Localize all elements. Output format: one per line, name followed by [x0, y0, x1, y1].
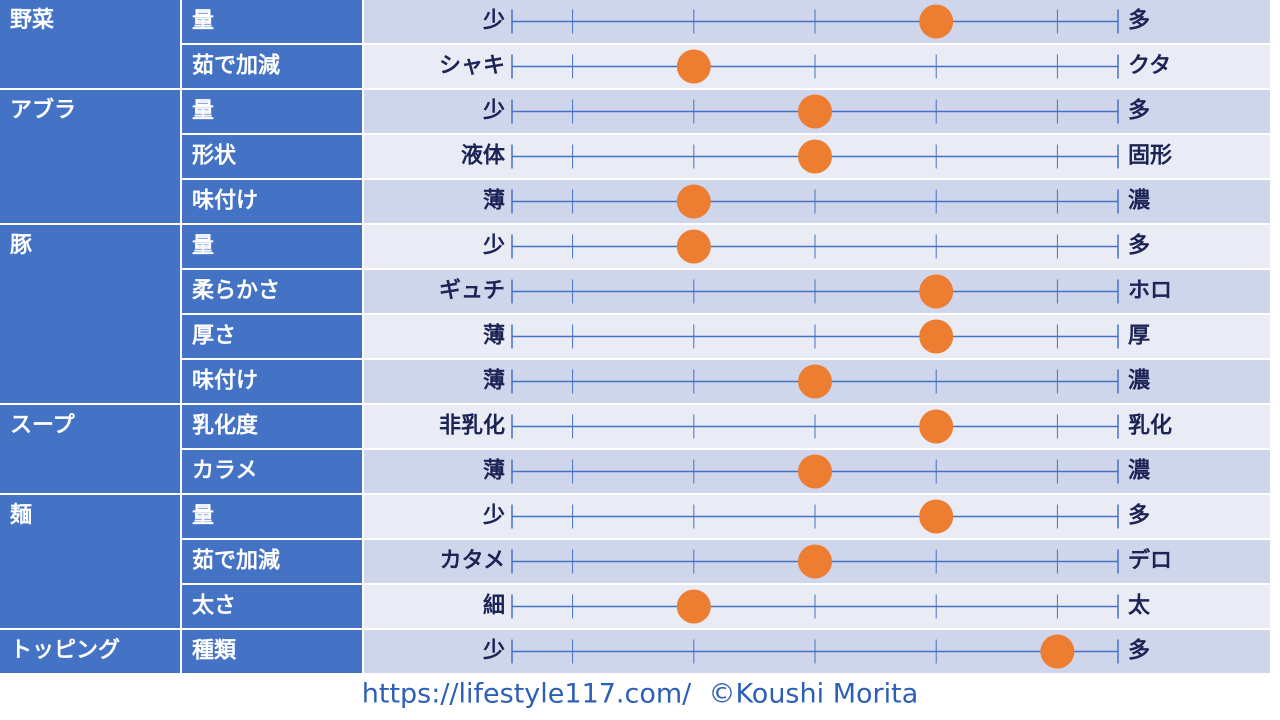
rating-dot — [676, 49, 711, 84]
left-label: 非乳化 — [439, 413, 505, 439]
item-cell — [182, 45, 362, 88]
rating-dot — [919, 319, 954, 354]
right-label: ホロ — [1128, 279, 1172, 304]
group-cell — [0, 630, 180, 673]
rating-dot — [798, 94, 832, 129]
item-cell — [182, 270, 362, 313]
right-label: 多 — [1128, 98, 1150, 124]
item-cell — [182, 630, 362, 673]
group-cell — [0, 405, 180, 493]
rating-dot — [1040, 634, 1075, 669]
item-label: 量 — [192, 99, 214, 124]
right-label: 多 — [1128, 8, 1150, 34]
rating-dot — [919, 4, 954, 39]
left-label: シャキ — [439, 54, 505, 79]
right-label: 濃 — [1128, 459, 1151, 484]
item-label: 味付け — [192, 369, 258, 394]
item-cell — [182, 225, 362, 268]
item-cell — [182, 495, 362, 538]
item-label: 形状 — [192, 144, 237, 169]
group-cell — [0, 0, 180, 88]
group-label: トッピング — [10, 637, 120, 663]
right-label: 濃 — [1128, 189, 1151, 214]
item-label: 乳化度 — [192, 413, 259, 439]
group-label: アブラ — [10, 97, 76, 123]
right-label: 多 — [1128, 233, 1150, 259]
left-label: 薄 — [483, 189, 505, 214]
left-label: 少 — [482, 234, 505, 259]
item-label: 量 — [192, 504, 214, 529]
item-cell — [182, 450, 362, 493]
item-cell — [182, 90, 362, 133]
left-label: 少 — [482, 99, 505, 124]
item-label: 量 — [192, 9, 214, 34]
item-label: カラメ — [192, 459, 257, 484]
item-cell — [182, 315, 362, 358]
item-label: 太さ — [192, 594, 236, 619]
right-label: 多 — [1128, 503, 1150, 529]
right-label: クタ — [1128, 54, 1171, 79]
item-label: 厚さ — [192, 324, 236, 349]
item-label: 茹で加減 — [192, 549, 280, 574]
item-cell — [182, 135, 362, 178]
left-label: 薄 — [483, 324, 505, 349]
item-cell — [182, 0, 362, 43]
left-label: 少 — [482, 9, 505, 34]
item-label: 茹で加減 — [192, 54, 280, 79]
group-label: スープ — [10, 413, 76, 438]
right-label: 多 — [1128, 638, 1150, 664]
item-label: 柔らかさ — [192, 279, 280, 304]
right-label: 固形 — [1128, 144, 1172, 169]
rating-dot — [798, 364, 832, 399]
group-label: 野菜 — [10, 8, 54, 33]
left-label: カタメ — [440, 549, 505, 574]
item-cell — [182, 405, 362, 448]
rating-dot — [798, 454, 832, 489]
group-cell — [0, 495, 180, 628]
right-label: 乳化 — [1128, 413, 1172, 439]
item-cell — [182, 585, 362, 628]
rating-dot — [798, 544, 832, 579]
right-label: デロ — [1128, 548, 1172, 574]
left-label: 薄 — [483, 369, 505, 394]
item-label: 量 — [192, 234, 214, 259]
item-cell — [182, 540, 362, 583]
right-label: 濃 — [1128, 369, 1151, 394]
right-label: 太 — [1128, 594, 1151, 619]
item-label: 種類 — [192, 639, 237, 664]
rating-dot — [919, 499, 954, 534]
rating-dot — [919, 409, 954, 444]
rating-dot — [676, 184, 711, 219]
left-label: 細 — [483, 593, 505, 619]
left-label: 液体 — [461, 143, 506, 169]
group-cell — [0, 90, 180, 223]
rating-dot — [676, 229, 711, 264]
group-cell — [0, 225, 180, 403]
footer: https://lifestyle117.com/ ©Koushi Morita — [362, 679, 919, 710]
left-label: 薄 — [483, 459, 505, 484]
rating-dot — [919, 274, 954, 309]
item-label: 味付け — [192, 189, 258, 214]
group-label: 豚 — [10, 233, 32, 258]
left-label: 少 — [482, 639, 505, 664]
left-label: ギュチ — [439, 279, 505, 304]
item-cell — [182, 180, 362, 223]
left-label: 少 — [482, 504, 505, 529]
rating-dot — [676, 589, 711, 624]
right-label: 厚 — [1128, 324, 1150, 349]
rating-dot — [798, 139, 832, 174]
item-cell — [182, 360, 362, 403]
group-label: 麺 — [9, 502, 32, 528]
